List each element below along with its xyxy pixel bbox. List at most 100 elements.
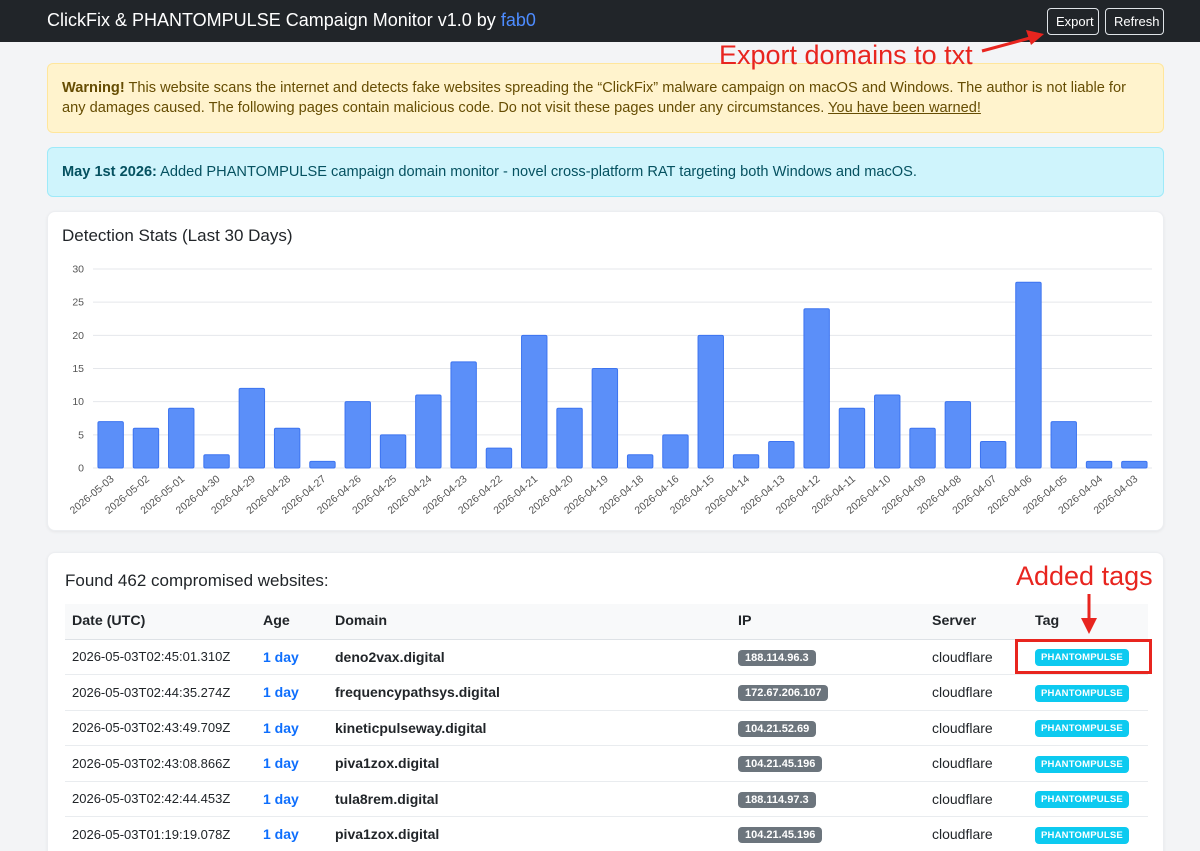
warning-label: Warning! bbox=[62, 80, 125, 96]
warning-text: This website scans the internet and dete… bbox=[62, 80, 1126, 116]
warned-link[interactable]: You have been warned! bbox=[828, 100, 981, 116]
row-ip-cell: 188.114.97.3 bbox=[731, 781, 925, 817]
chart-bar bbox=[273, 427, 301, 469]
chart-bar bbox=[944, 401, 972, 469]
update-info-text: Added PHANTOMPULSE campaign domain monit… bbox=[156, 164, 917, 180]
export-button[interactable]: Export bbox=[1047, 8, 1099, 35]
author-link[interactable]: fab0 bbox=[500, 10, 536, 30]
row-age: 1 day bbox=[256, 745, 328, 782]
col-tag[interactable]: Tag bbox=[1028, 604, 1148, 640]
row-age: 1 day bbox=[256, 816, 328, 851]
table-row: 2026-05-03T02:43:08.866Z 1 day piva1zox.… bbox=[65, 745, 1148, 782]
refresh-button[interactable]: Refresh bbox=[1105, 8, 1164, 35]
update-date-label: May 1st 2026: bbox=[62, 164, 157, 180]
chart-bar bbox=[556, 407, 583, 469]
tag-badge: PHANTOMPULSE bbox=[1035, 720, 1129, 738]
tag-badge: PHANTOMPULSE bbox=[1035, 649, 1129, 667]
col-server[interactable]: Server bbox=[925, 604, 1028, 640]
y-tick-label: 25 bbox=[72, 297, 84, 309]
chart-bar bbox=[626, 454, 654, 469]
warning-alert: Warning! This website scans the internet… bbox=[47, 63, 1164, 133]
row-date: 2026-05-03T02:43:49.709Z bbox=[65, 710, 256, 746]
found-count-title: Found 462 compromised websites: bbox=[65, 571, 329, 590]
ip-badge: 188.114.97.3 bbox=[738, 791, 816, 808]
y-tick-label: 10 bbox=[72, 396, 84, 408]
chart-bar bbox=[1015, 281, 1042, 469]
col-domain[interactable]: Domain bbox=[328, 604, 731, 640]
col-date[interactable]: Date (UTC) bbox=[65, 604, 256, 640]
row-tag-cell: PHANTOMPULSE bbox=[1028, 710, 1148, 746]
row-domain[interactable]: piva1zox.digital bbox=[328, 816, 731, 851]
y-tick-label: 15 bbox=[72, 363, 84, 375]
row-date: 2026-05-03T02:45:01.310Z bbox=[65, 639, 256, 675]
row-ip-cell: 104.21.52.69 bbox=[731, 710, 925, 746]
chart-bar bbox=[1085, 460, 1113, 469]
row-tag-cell: PHANTOMPULSE bbox=[1028, 674, 1148, 711]
ip-badge: 104.21.45.196 bbox=[738, 756, 823, 773]
chart-bar bbox=[909, 427, 936, 469]
table-row: 2026-05-03T02:43:49.709Z 1 day kineticpu… bbox=[65, 710, 1148, 746]
row-server: cloudflare bbox=[925, 816, 1028, 851]
row-age: 1 day bbox=[256, 639, 328, 675]
row-domain[interactable]: kineticpulseway.digital bbox=[328, 710, 731, 746]
col-age[interactable]: Age bbox=[256, 604, 328, 640]
row-age: 1 day bbox=[256, 710, 328, 746]
row-server: cloudflare bbox=[925, 745, 1028, 782]
chart-bar bbox=[874, 394, 901, 469]
chart-bar bbox=[521, 334, 548, 469]
chart-bar bbox=[203, 454, 230, 469]
chart-bar bbox=[97, 421, 124, 469]
y-tick-label: 20 bbox=[72, 330, 84, 342]
row-date: 2026-05-03T02:42:44.453Z bbox=[65, 781, 256, 817]
tag-badge: PHANTOMPULSE bbox=[1035, 826, 1129, 844]
row-ip-cell: 188.114.96.3 bbox=[731, 639, 925, 675]
chart-bar bbox=[732, 454, 760, 469]
row-domain[interactable]: deno2vax.digital bbox=[328, 639, 731, 675]
sites-table: Date (UTC) Age Domain IP Server Tag 2026… bbox=[65, 604, 1148, 851]
row-tag-cell: PHANTOMPULSE bbox=[1028, 745, 1148, 782]
chart-bar bbox=[662, 434, 689, 469]
y-tick-label: 5 bbox=[78, 429, 84, 441]
chart-bar bbox=[979, 440, 1007, 469]
tag-badge: PHANTOMPULSE bbox=[1035, 791, 1129, 809]
chart-bar bbox=[1121, 460, 1148, 469]
row-server: cloudflare bbox=[925, 639, 1028, 675]
y-tick-label: 0 bbox=[78, 463, 84, 475]
chart-bar bbox=[309, 460, 336, 469]
row-ip-cell: 172.67.206.107 bbox=[731, 674, 925, 711]
chart-bar bbox=[415, 394, 442, 469]
row-domain[interactable]: tula8rem.digital bbox=[328, 781, 731, 817]
chart-bar bbox=[238, 387, 266, 469]
row-server: cloudflare bbox=[925, 781, 1028, 817]
table-row: 2026-05-03T02:45:01.310Z 1 day deno2vax.… bbox=[65, 639, 1148, 675]
chart-bar bbox=[803, 308, 830, 469]
chart-bar bbox=[344, 401, 371, 469]
row-age: 1 day bbox=[256, 674, 328, 711]
table-row: 2026-05-03T01:19:19.078Z 1 day piva1zox.… bbox=[65, 816, 1148, 851]
tags-annotation: Added tags bbox=[1016, 561, 1153, 591]
row-date: 2026-05-03T02:44:35.274Z bbox=[65, 674, 256, 711]
row-tag-cell: PHANTOMPULSE bbox=[1028, 816, 1148, 851]
row-ip-cell: 104.21.45.196 bbox=[731, 816, 925, 851]
detection-stats-card: Detection Stats (Last 30 Days) 0 5 10 15 20 2… bbox=[47, 211, 1164, 531]
compromised-sites-card: Found 462 compromised websites: Date (UT… bbox=[47, 552, 1164, 851]
row-domain[interactable]: frequencypathsys.digital bbox=[328, 674, 731, 711]
col-ip[interactable]: IP bbox=[731, 604, 925, 640]
ip-badge: 172.67.206.107 bbox=[738, 685, 829, 702]
chart-bar bbox=[591, 368, 619, 469]
table-header-row: Date (UTC) Age Domain IP Server Tag bbox=[65, 604, 1148, 640]
detection-bar-chart: 0510152025302026-05-032026-05-022026-05-… bbox=[68, 264, 1152, 517]
export-annotation: Export domains to txt bbox=[719, 40, 973, 70]
row-ip-cell: 104.21.45.196 bbox=[731, 745, 925, 782]
row-date: 2026-05-03T02:43:08.866Z bbox=[65, 745, 256, 782]
row-server: cloudflare bbox=[925, 674, 1028, 711]
top-navbar: ClickFix & PHANTOMPULSE Campaign Monitor… bbox=[0, 0, 1200, 42]
chart-bar bbox=[768, 440, 795, 469]
chart-bar bbox=[450, 361, 477, 469]
y-tick-label: 30 bbox=[72, 264, 84, 276]
row-domain[interactable]: piva1zox.digital bbox=[328, 745, 731, 782]
ip-badge: 188.114.96.3 bbox=[738, 649, 816, 666]
table-row: 2026-05-03T02:44:35.274Z 1 day frequency… bbox=[65, 674, 1148, 711]
chart-bar bbox=[1050, 421, 1077, 469]
row-date: 2026-05-03T01:19:19.078Z bbox=[65, 816, 256, 851]
